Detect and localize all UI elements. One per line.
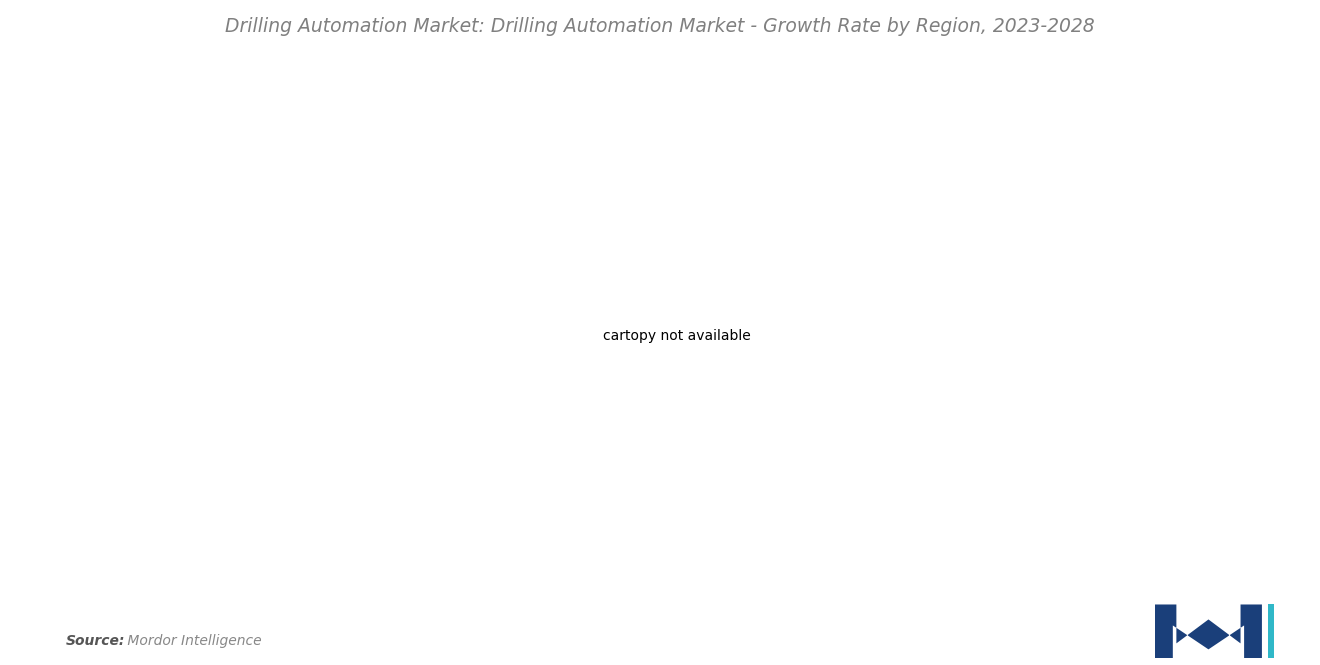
Polygon shape bbox=[1267, 604, 1280, 658]
Text: Drilling Automation Market: Drilling Automation Market - Growth Rate by Region, : Drilling Automation Market: Drilling Aut… bbox=[226, 17, 1094, 36]
Text: Mordor Intelligence: Mordor Intelligence bbox=[123, 634, 261, 648]
Text: cartopy not available: cartopy not available bbox=[603, 329, 750, 343]
Text: Source:: Source: bbox=[66, 634, 125, 648]
Polygon shape bbox=[1155, 604, 1262, 658]
